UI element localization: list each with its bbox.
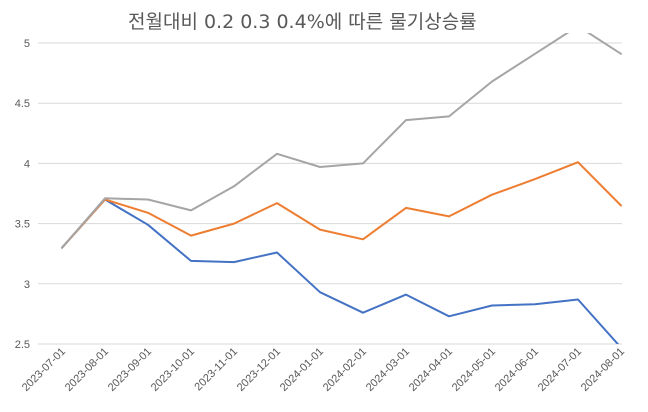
x-tick-label: 2023-11-01 <box>192 346 240 394</box>
y-tick-label: 3.5 <box>15 219 30 231</box>
series-line-0-2pct <box>61 198 620 344</box>
chart-title: 전월대비 0.2 0.3 0.4%에 따른 물기상승률 <box>128 11 477 33</box>
x-tick-label: 2023-12-01 <box>235 346 283 394</box>
x-tick-label: 2024-01-01 <box>278 346 326 394</box>
x-tick-label: 2023-10-01 <box>149 346 197 394</box>
series-group <box>61 33 622 344</box>
x-tick-label: 2024-03-01 <box>364 346 412 394</box>
series-line-0-4pct <box>61 33 622 249</box>
grid-group <box>38 42 622 345</box>
x-tick-label: 2024-06-01 <box>493 346 541 394</box>
y-tick-label: 4 <box>24 158 30 170</box>
x-tick-label: 2024-08-01 <box>579 346 627 394</box>
x-tick-label: 2024-05-01 <box>450 346 498 394</box>
y-tick-label: 4.5 <box>15 98 30 110</box>
series-line-0-3pct <box>61 161 622 249</box>
x-tick-label: 2023-09-01 <box>106 346 154 394</box>
x-tick-label: 2023-07-01 <box>20 346 68 394</box>
y-tick-label: 2.5 <box>15 339 30 351</box>
x-tick-label: 2024-04-01 <box>407 346 455 394</box>
y-tick-label: 3 <box>24 279 30 291</box>
y-tick-label: 5 <box>24 38 30 50</box>
y-axis: 2.5 3 3.5 4 4.5 5 <box>15 38 30 351</box>
x-tick-label: 2024-07-01 <box>536 346 584 394</box>
x-tick-label: 2024-02-01 <box>321 346 369 394</box>
x-axis: 2023-07-012023-08-012023-09-012023-10-01… <box>20 346 627 394</box>
x-tick-label: 2023-08-01 <box>63 346 111 394</box>
